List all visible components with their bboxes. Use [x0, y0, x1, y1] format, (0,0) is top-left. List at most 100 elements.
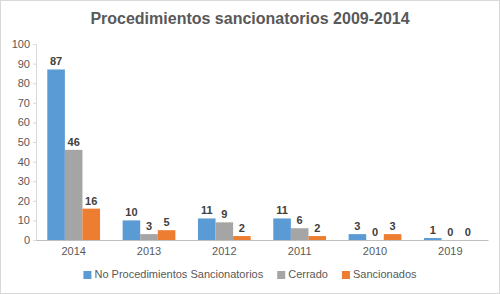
- y-tick: 30: [18, 175, 36, 187]
- bars: [47, 69, 441, 240]
- bar: [47, 69, 65, 240]
- y-tick: 100: [12, 38, 36, 50]
- y-tick-label: 30: [18, 175, 30, 187]
- legend-swatch: [342, 271, 350, 279]
- x-axis: 2014 2013 2012 2011 2010 2019: [37, 240, 489, 257]
- data-label: 3: [146, 220, 152, 232]
- data-label: 5: [164, 216, 170, 228]
- bar: [424, 238, 442, 240]
- y-tick: 70: [18, 97, 36, 109]
- x-tick-label: 2019: [438, 245, 462, 257]
- legend-item: Sancionados: [342, 268, 417, 280]
- x-tick-label: 2013: [137, 245, 161, 257]
- y-tick-mark: [33, 240, 36, 241]
- y-tick: 50: [18, 136, 36, 148]
- bar: [158, 230, 176, 240]
- x-tick: 2013: [137, 240, 161, 257]
- bar: [308, 236, 326, 240]
- y-tick-mark: [33, 44, 36, 45]
- y-tick-label: 0: [24, 234, 30, 246]
- y-tick: 40: [18, 156, 36, 168]
- data-label: 0: [465, 226, 471, 238]
- y-tick-mark: [33, 83, 36, 84]
- y-tick-mark: [33, 201, 36, 202]
- chart-title: Procedimientos sancionatorios 2009-2014: [90, 10, 409, 27]
- data-label: 2: [314, 222, 320, 234]
- legend-item: Cerrado: [277, 268, 328, 280]
- y-axis-line: [33, 45, 37, 241]
- bar: [291, 228, 309, 240]
- bar: [140, 234, 158, 240]
- x-tick: 2014: [61, 240, 85, 257]
- legend-label: No Procedimientos Sancionatorios: [94, 268, 263, 280]
- y-tick: 90: [18, 58, 36, 70]
- y-tick-label: 80: [18, 77, 30, 89]
- chart-container: Procedimientos sancionatorios 2009-2014 0…: [0, 0, 500, 294]
- bar: [459, 240, 477, 241]
- data-label: 10: [125, 206, 137, 218]
- y-tick-mark: [33, 181, 36, 182]
- legend-swatch: [83, 271, 91, 279]
- y-tick-mark: [33, 142, 36, 143]
- y-tick: 10: [18, 214, 36, 226]
- x-tick: 2011: [288, 240, 312, 257]
- y-tick-mark: [33, 103, 36, 104]
- bar: [384, 234, 402, 240]
- legend-item: No Procedimientos Sancionatorios: [83, 268, 263, 280]
- bar: [216, 222, 234, 240]
- bar: [233, 236, 251, 240]
- x-tick: 2012: [212, 240, 236, 257]
- data-label: 0: [447, 226, 453, 238]
- y-tick-label: 70: [18, 97, 30, 109]
- chart-background: [1, 1, 500, 294]
- x-tick-label: 2014: [61, 245, 85, 257]
- legend-swatch: [277, 271, 285, 279]
- y-tick: 80: [18, 77, 36, 89]
- y-tick-mark: [33, 64, 36, 65]
- y-tick: 60: [18, 116, 36, 128]
- data-label: 0: [372, 226, 378, 238]
- bar: [366, 240, 384, 241]
- y-tick-label: 40: [18, 156, 30, 168]
- data-label: 11: [201, 204, 213, 216]
- y-axis: 0 10 20 30 40 50 60 70 80 90 100: [12, 38, 37, 246]
- data-label: 9: [221, 208, 227, 220]
- x-tick: 2010: [363, 240, 387, 257]
- legend-label: Cerrado: [288, 268, 328, 280]
- data-label: 3: [354, 220, 360, 232]
- y-tick: 0: [24, 234, 36, 246]
- x-tick-label: 2011: [288, 245, 312, 257]
- x-tick: 2019: [438, 240, 462, 257]
- bar: [349, 234, 367, 240]
- data-label: 16: [85, 195, 97, 207]
- y-tick-label: 100: [12, 38, 30, 50]
- data-label: 46: [68, 136, 80, 148]
- y-tick-mark: [33, 122, 36, 123]
- legend-label: Sancionados: [353, 268, 417, 280]
- x-tick-label: 2010: [363, 245, 387, 257]
- bar: [65, 150, 83, 240]
- y-tick-label: 10: [18, 214, 30, 226]
- chart-svg: Procedimientos sancionatorios 2009-2014 0…: [0, 0, 500, 294]
- bar: [442, 240, 460, 241]
- data-labels: 871011113146396001652230: [50, 55, 471, 238]
- y-tick-label: 50: [18, 136, 30, 148]
- bar: [82, 209, 100, 240]
- x-axis-line: [37, 240, 489, 241]
- y-tick-label: 60: [18, 116, 30, 128]
- plot-area: 0102030405060708090100201420132012201120…: [12, 38, 489, 257]
- data-label: 2: [239, 222, 245, 234]
- x-tick-label: 2012: [212, 245, 236, 257]
- data-label: 1: [430, 224, 436, 236]
- data-label: 87: [50, 55, 62, 67]
- data-label: 11: [276, 204, 288, 216]
- bar: [198, 218, 216, 240]
- bar: [123, 220, 141, 240]
- y-tick-label: 20: [18, 195, 30, 207]
- data-label: 6: [297, 214, 303, 226]
- y-tick-mark: [33, 162, 36, 163]
- y-tick-label: 90: [18, 58, 30, 70]
- legend: No Procedimientos Sancionatorios Cerrado S…: [83, 268, 417, 280]
- y-tick: 20: [18, 195, 36, 207]
- bar: [273, 218, 291, 240]
